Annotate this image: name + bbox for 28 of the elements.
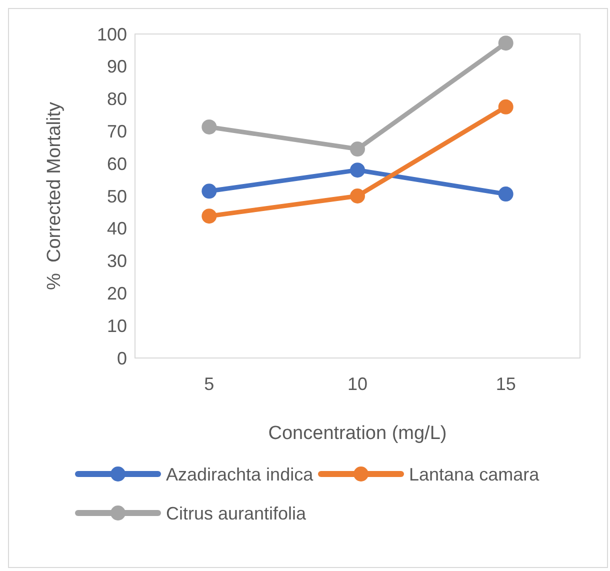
y-tick-label: 50 (106, 186, 127, 206)
y-tick-label: 30 (106, 251, 127, 272)
y-tick-label: 100 (96, 24, 127, 44)
y-tick-label: 90 (106, 56, 127, 77)
legend-label: Lantana camara (409, 464, 540, 484)
point (202, 184, 217, 199)
y-tick-label: 0 (116, 348, 127, 368)
x-tick-label: 15 (496, 374, 516, 394)
legend-label: Citrus aurantifolia (166, 503, 308, 524)
x-axis-title: Concentration (mg/L) (268, 423, 447, 444)
y-axis-title: % Corrected Mortality (44, 102, 65, 290)
point (350, 142, 365, 157)
x-tick-label: 10 (347, 374, 368, 394)
point (350, 162, 365, 178)
point (498, 186, 514, 202)
point (202, 119, 217, 134)
y-tick-label: 80 (106, 89, 127, 110)
legend-label: Azadirachta indica (166, 464, 314, 484)
x-tick-label: 5 (204, 374, 214, 394)
point (498, 36, 514, 51)
y-tick-label: 40 (106, 218, 127, 239)
y-tick-label: 70 (106, 122, 127, 142)
point (498, 99, 514, 114)
y-tick-label: 20 (106, 284, 127, 304)
point (202, 208, 217, 224)
y-tick-label: 10 (106, 316, 127, 336)
point (350, 188, 365, 204)
y-tick-label: 60 (106, 154, 127, 174)
